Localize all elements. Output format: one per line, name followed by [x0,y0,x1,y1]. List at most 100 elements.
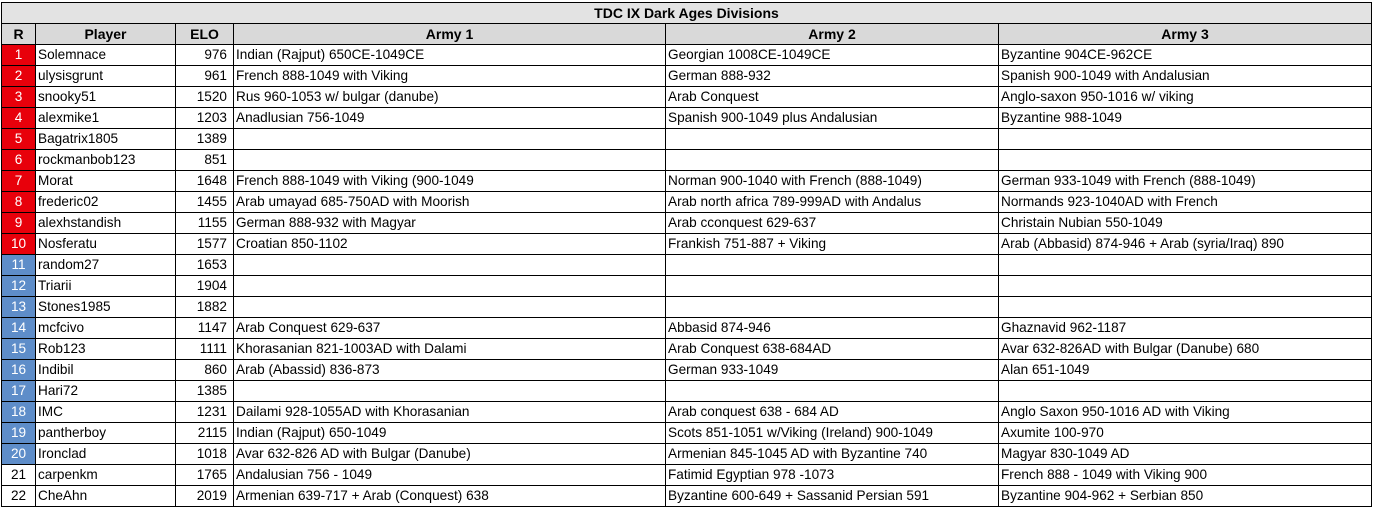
army-1-cell[interactable]: French 888-1049 with Viking (900-1049 [233,170,666,192]
army-3-cell[interactable]: Byzantine 988-1049 [998,107,1372,129]
army-3-cell[interactable] [998,380,1372,402]
header-army-3[interactable]: Army 3 [998,23,1372,45]
army-3-cell[interactable]: Axumite 100-970 [998,422,1372,444]
elo-cell[interactable]: 1385 [175,380,234,402]
elo-cell[interactable]: 1231 [175,401,234,423]
army-2-cell[interactable]: Abbasid 874-946 [665,317,999,339]
army-2-cell[interactable]: Fatimid Egyptian 978 -1073 [665,464,999,486]
army-1-cell[interactable]: German 888-932 with Magyar [233,212,666,234]
army-2-cell[interactable] [665,149,999,171]
rank-cell[interactable]: 10 [1,233,36,255]
army-1-cell[interactable] [233,254,666,276]
elo-cell[interactable]: 1155 [175,212,234,234]
rank-cell[interactable]: 6 [1,149,36,171]
army-3-cell[interactable]: Spanish 900-1049 with Andalusian [998,65,1372,87]
army-1-cell[interactable] [233,275,666,297]
army-2-cell[interactable]: Arab Conquest [665,86,999,108]
elo-cell[interactable]: 1882 [175,296,234,318]
rank-cell[interactable]: 21 [1,464,36,486]
army-2-cell[interactable]: German 933-1049 [665,359,999,381]
elo-cell[interactable]: 2019 [175,485,234,507]
rank-cell[interactable]: 15 [1,338,36,360]
army-2-cell[interactable]: Arab conquest 638 - 684 AD [665,401,999,423]
header-army-2[interactable]: Army 2 [665,23,999,45]
player-cell[interactable]: random27 [35,254,176,276]
rank-cell[interactable]: 14 [1,317,36,339]
army-1-cell[interactable]: Croatian 850-1102 [233,233,666,255]
elo-cell[interactable]: 1904 [175,275,234,297]
player-cell[interactable]: Bagatrix1805 [35,128,176,150]
rank-cell[interactable]: 13 [1,296,36,318]
rank-cell[interactable]: 4 [1,107,36,129]
army-1-cell[interactable]: Avar 632-826 AD with Bulgar (Danube) [233,443,666,465]
rank-cell[interactable]: 9 [1,212,36,234]
army-2-cell[interactable]: Norman 900-1040 with French (888-1049) [665,170,999,192]
army-3-cell[interactable]: Christain Nubian 550-1049 [998,212,1372,234]
army-3-cell[interactable]: Avar 632-826AD with Bulgar (Danube) 680 [998,338,1372,360]
army-1-cell[interactable]: Armenian 639-717 + Arab (Conquest) 638 [233,485,666,507]
elo-cell[interactable]: 1648 [175,170,234,192]
army-3-cell[interactable]: Arab (Abbasid) 874-946 + Arab (syria/Ira… [998,233,1372,255]
army-1-cell[interactable]: Indian (Rajput) 650-1049 [233,422,666,444]
army-1-cell[interactable]: Arab umayad 685-750AD with Moorish [233,191,666,213]
army-1-cell[interactable]: Arab Conquest 629-637 [233,317,666,339]
elo-cell[interactable]: 1018 [175,443,234,465]
army-3-cell[interactable] [998,254,1372,276]
elo-cell[interactable]: 1389 [175,128,234,150]
army-3-cell[interactable]: Byzantine 904CE-962CE [998,44,1372,66]
player-cell[interactable]: Solemnace [35,44,176,66]
army-1-cell[interactable] [233,380,666,402]
rank-cell[interactable]: 19 [1,422,36,444]
rank-cell[interactable]: 22 [1,485,36,507]
header-elo[interactable]: ELO [175,23,234,45]
player-cell[interactable]: Hari72 [35,380,176,402]
player-cell[interactable]: mcfcivo [35,317,176,339]
player-cell[interactable]: Stones1985 [35,296,176,318]
elo-cell[interactable]: 1147 [175,317,234,339]
player-cell[interactable]: Triarii [35,275,176,297]
army-1-cell[interactable] [233,128,666,150]
player-cell[interactable]: Rob123 [35,338,176,360]
player-cell[interactable]: Morat [35,170,176,192]
player-cell[interactable]: rockmanbob123 [35,149,176,171]
rank-cell[interactable]: 7 [1,170,36,192]
player-cell[interactable]: Ironclad [35,443,176,465]
army-3-cell[interactable] [998,128,1372,150]
army-3-cell[interactable] [998,275,1372,297]
army-1-cell[interactable]: Andalusian 756 - 1049 [233,464,666,486]
player-cell[interactable]: frederic02 [35,191,176,213]
army-1-cell[interactable]: Indian (Rajput) 650CE-1049CE [233,44,666,66]
rank-cell[interactable]: 12 [1,275,36,297]
army-2-cell[interactable]: Armenian 845-1045 AD with Byzantine 740 [665,443,999,465]
army-1-cell[interactable]: Khorasanian 821-1003AD with Dalami [233,338,666,360]
elo-cell[interactable]: 961 [175,65,234,87]
player-cell[interactable]: CheAhn [35,485,176,507]
rank-cell[interactable]: 18 [1,401,36,423]
army-3-cell[interactable]: Anglo-saxon 950-1016 w/ viking [998,86,1372,108]
army-2-cell[interactable]: Arab cconquest 629-637 [665,212,999,234]
rank-cell[interactable]: 3 [1,86,36,108]
player-cell[interactable]: Indibil [35,359,176,381]
header-rank[interactable]: R [1,23,36,45]
army-3-cell[interactable]: Anglo Saxon 950-1016 AD with Viking [998,401,1372,423]
army-2-cell[interactable]: Spanish 900-1049 plus Andalusian [665,107,999,129]
elo-cell[interactable]: 1455 [175,191,234,213]
army-2-cell[interactable] [665,128,999,150]
elo-cell[interactable]: 1520 [175,86,234,108]
player-cell[interactable]: snooky51 [35,86,176,108]
army-2-cell[interactable] [665,380,999,402]
army-1-cell[interactable]: Dailami 928-1055AD with Khorasanian [233,401,666,423]
elo-cell[interactable]: 2115 [175,422,234,444]
army-2-cell[interactable]: German 888-932 [665,65,999,87]
army-2-cell[interactable] [665,254,999,276]
army-2-cell[interactable]: Arab Conquest 638-684AD [665,338,999,360]
army-2-cell[interactable] [665,296,999,318]
player-cell[interactable]: Nosferatu [35,233,176,255]
army-2-cell[interactable]: Frankish 751-887 + Viking [665,233,999,255]
rank-cell[interactable]: 20 [1,443,36,465]
rank-cell[interactable]: 17 [1,380,36,402]
elo-cell[interactable]: 1765 [175,464,234,486]
player-cell[interactable]: IMC [35,401,176,423]
elo-cell[interactable]: 1203 [175,107,234,129]
army-1-cell[interactable] [233,149,666,171]
